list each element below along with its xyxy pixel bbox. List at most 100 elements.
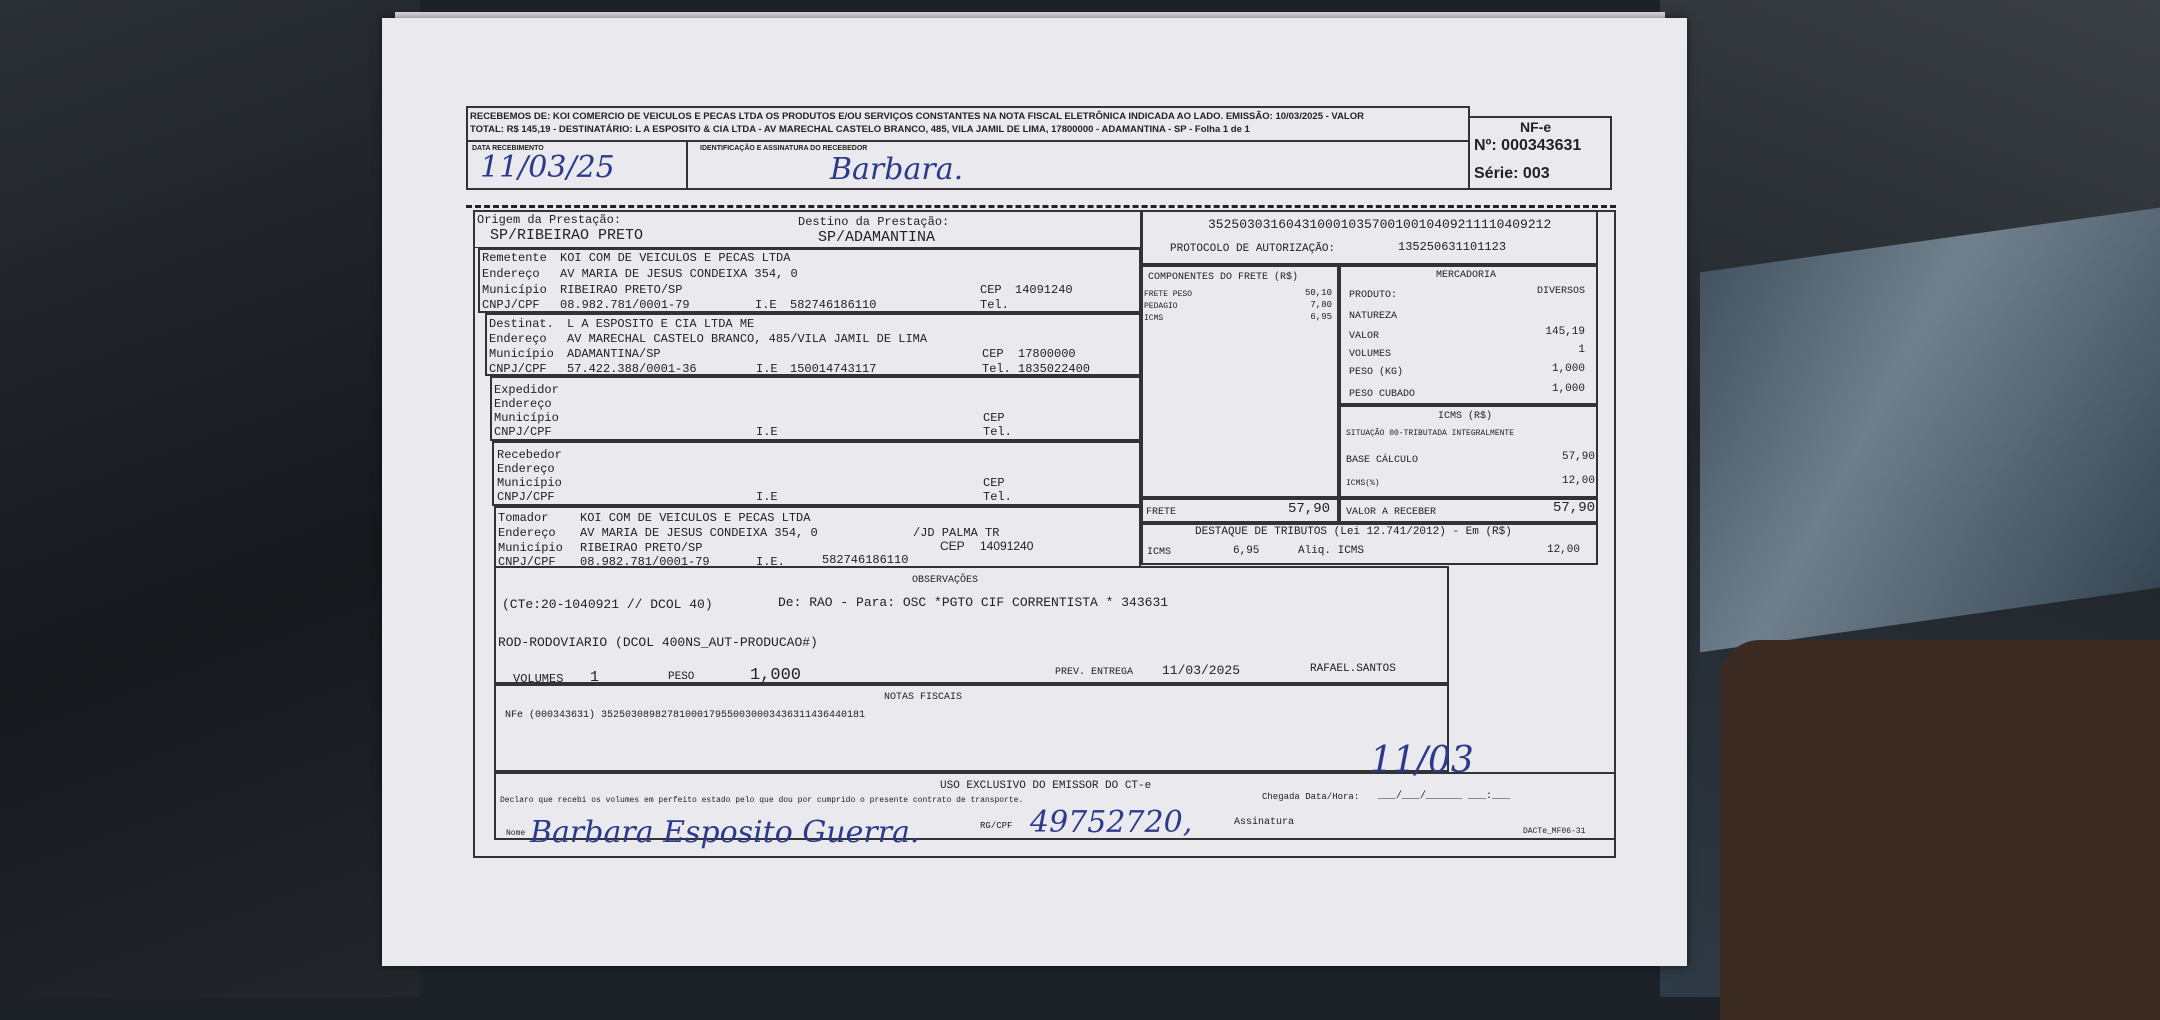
componentes-title: COMPONENTES DO FRETE (R$) xyxy=(1148,272,1299,283)
expedidor-box xyxy=(490,376,1141,441)
tel-label: Tel. xyxy=(983,425,1012,439)
divider xyxy=(466,140,1470,142)
frete-total-box xyxy=(1141,498,1339,523)
remetente-ie: 582746186110 xyxy=(790,298,877,312)
destinatario-nome: L A ESPOSITO E CIA LTDA ME xyxy=(567,317,755,331)
protocolo-label: PROTOCOLO DE AUTORIZAÇÃO: xyxy=(1170,243,1336,255)
nfe-serie: Série: 003 xyxy=(1474,165,1550,182)
origem-label: Origem da Prestação: xyxy=(477,213,622,227)
ie-label: I.E xyxy=(756,490,778,504)
destinatario-tel: 1835022400 xyxy=(1018,362,1091,376)
municipio-label: Município xyxy=(498,541,563,555)
remetente-endereco: AV MARIA DE JESUS CONDEIXA 354, 0 xyxy=(560,267,798,281)
protocolo-value: 135250631101123 xyxy=(1398,240,1507,254)
receipt-text-1: RECEBEMOS DE: KOI COMERCIO DE VEICULOS E… xyxy=(470,111,1364,122)
uso-exclusivo-title: USO EXCLUSIVO DO EMISSOR DO CT-e xyxy=(940,780,1152,792)
remetente-municipio: RIBEIRAO PRETO/SP xyxy=(560,283,683,297)
obs-line-1b: De: RAO - Para: OSC *PGTO CIF CORRENTIST… xyxy=(778,595,1169,610)
remetente-cnpj: 08.982.781/0001-79 xyxy=(560,298,690,312)
ie-label: I.E xyxy=(755,298,777,312)
endereco-label: Endereço xyxy=(494,397,552,411)
remetente-box xyxy=(478,248,1141,313)
volumes-value: 1 xyxy=(1578,344,1585,356)
obs-line-1: (CTe:20-1040921 // DCOL 40) xyxy=(502,597,713,612)
destaque-icms-value: 6,95 xyxy=(1233,545,1260,557)
aliq-icms-label: Aliq. ICMS xyxy=(1298,545,1365,557)
icms-pct-value: 12,00 xyxy=(1561,475,1595,487)
valor-receber-box xyxy=(1339,498,1598,523)
tomador-municipio: RIBEIRAO PRETO/SP xyxy=(580,541,703,555)
observacoes-box xyxy=(494,566,1449,684)
tel-label: Tel. xyxy=(983,490,1012,504)
cnpj-label: CNPJ/CPF xyxy=(498,555,556,569)
assinatura-label: IDENTIFICAÇÃO E ASSINATURA DO RECEBEDOR xyxy=(700,145,868,152)
componente-label: ICMS xyxy=(1144,314,1164,323)
destino-label: Destino da Prestação: xyxy=(798,215,950,229)
peso-label: PESO (KG) xyxy=(1349,367,1404,378)
peso-value: 1,000 xyxy=(1551,363,1585,375)
tomador-cnpj: 08.982.781/0001-79 xyxy=(580,555,710,569)
endereco-label: Endereço xyxy=(482,267,540,281)
natureza-label: NATUREZA xyxy=(1349,311,1398,322)
ie-label: I.E. xyxy=(756,555,785,569)
destinatario-endereco: AV MARECHAL CASTELO BRANCO, 485/VILA JAM… xyxy=(567,332,928,346)
valor-receber-value: 57,90 xyxy=(1552,500,1595,516)
recebedor-signature: Barbara. xyxy=(830,152,964,187)
nfe-title: NF-e xyxy=(1520,119,1552,135)
tel-label: Tel. xyxy=(982,362,1011,376)
destaque-title: DESTAQUE DE TRIBUTOS (Lei 12.741/2012) -… xyxy=(1195,526,1512,538)
obs-volumes-label: VOLUMES xyxy=(513,672,564,686)
remetente-nome: KOI COM DE VEICULOS E PECAS LTDA xyxy=(560,251,791,265)
chegada-handwritten: 11/03 xyxy=(1370,740,1474,781)
icms-pct-label: ICMS(%) xyxy=(1346,479,1380,488)
municipio-label: Município xyxy=(497,476,562,490)
destinatario-label: Destinat. xyxy=(489,317,554,331)
municipio-label: Município xyxy=(482,283,547,297)
chegada-field: ___/___/______ ___:___ xyxy=(1378,791,1511,802)
volumes-label: VOLUMES xyxy=(1349,349,1392,360)
mercadoria-box xyxy=(1339,265,1598,405)
aliq-icms-value: 12,00 xyxy=(1546,544,1580,556)
destino-value: SP/ADAMANTINA xyxy=(818,229,936,246)
componentes-box xyxy=(1141,265,1339,498)
background-left xyxy=(0,0,420,997)
obs-peso-label: PESO xyxy=(668,671,695,683)
chave-acesso: 3525030316043100010357001001040921111040… xyxy=(1208,217,1552,232)
chegada-label: Chegada Data/Hora: xyxy=(1262,792,1360,802)
prev-entrega-label: PREV. ENTREGA xyxy=(1055,667,1134,678)
declaracao-text: Declaro que recebi os volumes em perfeit… xyxy=(500,796,1024,805)
cnpj-label: CNPJ/CPF xyxy=(494,425,552,439)
nome-label: Nome xyxy=(506,829,526,838)
uso-exclusivo-box xyxy=(494,772,1616,840)
destaque-box xyxy=(1141,523,1598,565)
componente-label: PEDAGIO xyxy=(1144,302,1178,311)
observacoes-title: OBSERVAÇÕES xyxy=(912,575,979,586)
prev-entrega-value: 11/03/2025 xyxy=(1162,663,1241,678)
cut-line xyxy=(466,205,1616,208)
tomador-endereco: AV MARIA DE JESUS CONDEIXA 354, 0 xyxy=(580,526,818,540)
notas-box xyxy=(494,684,1449,772)
background-bag xyxy=(1720,640,2160,1020)
componente-value: 50,10 xyxy=(1304,288,1332,298)
tomador-label: Tomador xyxy=(498,511,549,525)
route-box xyxy=(473,210,1141,248)
tomador-bairro: /JD PALMA TR xyxy=(913,526,1000,540)
cep-label: CEP xyxy=(983,476,1005,490)
destinatario-cep: 17800000 xyxy=(1018,347,1076,361)
remetente-cep: 14091240 xyxy=(1015,283,1073,297)
componente-value: 7,80 xyxy=(1310,300,1332,310)
produto-value: DIVERSOS xyxy=(1536,286,1585,297)
cep-label: CEP xyxy=(982,347,1004,361)
background-cloth xyxy=(1700,207,2160,653)
componente-value: 6,95 xyxy=(1310,312,1332,322)
icms-box xyxy=(1339,405,1598,498)
nfe-chave-line: NFe (000343631) 352503089827810001795500… xyxy=(505,710,866,721)
origem-value: SP/RIBEIRAO PRETO xyxy=(490,227,644,244)
expedidor-label: Expedidor xyxy=(494,383,559,397)
remetente-label: Remetente xyxy=(482,251,547,265)
nfe-box xyxy=(1468,116,1612,190)
dacte-code: DACTe_MF06-31 xyxy=(1523,827,1586,836)
produto-label: PRODUTO: xyxy=(1349,290,1398,301)
data-recebimento-handwritten: 11/03/25 xyxy=(480,150,615,185)
base-calculo-label: BASE CÁLCULO xyxy=(1346,455,1419,466)
